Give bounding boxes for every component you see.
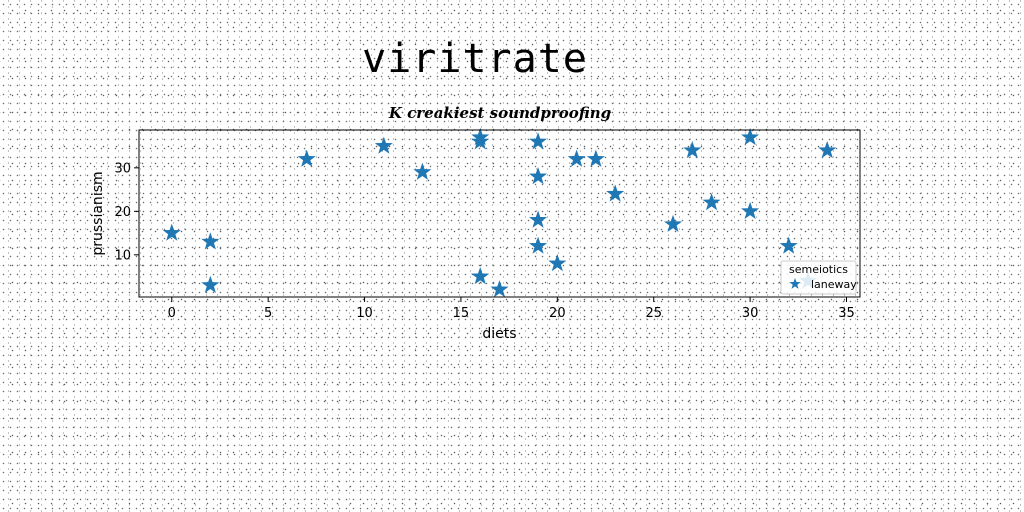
x-axis: 0 5 10 15 20 25 30 35: [168, 297, 855, 321]
x-tick-label: 15: [453, 306, 470, 321]
x-tick-label: 30: [742, 306, 759, 321]
data-point: [818, 140, 837, 159]
legend: semeiotics laneway: [780, 260, 857, 295]
data-point: [683, 140, 702, 159]
marker-layer: [162, 127, 837, 298]
y-tick-label: 10: [114, 248, 131, 263]
data-point: [529, 236, 548, 254]
legend-title: semeiotics: [789, 263, 848, 276]
x-tick-label: 10: [356, 306, 373, 321]
y-tick-label: 20: [114, 205, 131, 220]
data-point: [471, 132, 490, 150]
data-point: [490, 280, 509, 298]
data-point: [529, 167, 548, 185]
data-point: [586, 149, 605, 167]
data-point: [471, 267, 490, 285]
data-point: [663, 214, 683, 233]
y-axis-label: prussianism: [90, 171, 106, 255]
data-point: [779, 236, 798, 254]
data-point: [413, 162, 432, 180]
data-point: [548, 254, 567, 272]
data-point: [162, 223, 181, 241]
data-point: [606, 184, 625, 202]
x-tick-label: 5: [264, 306, 272, 321]
x-tick-label: 20: [549, 306, 566, 321]
data-point: [529, 132, 548, 150]
data-point: [702, 193, 721, 211]
x-tick-label: 0: [168, 306, 176, 321]
y-tick-label: 30: [114, 161, 131, 176]
x-tick-label: 25: [645, 306, 662, 321]
y-axis: 10 20 30: [114, 161, 139, 263]
data-point: [201, 232, 220, 250]
axes-frame: [138, 129, 861, 298]
x-axis-label: diets: [482, 326, 516, 342]
legend-star-icon: [789, 278, 801, 289]
data-point: [741, 201, 760, 220]
data-point: [529, 210, 548, 228]
legend-entry-label: laneway: [811, 278, 857, 291]
data-point: [374, 136, 393, 154]
legend-box: [780, 260, 857, 295]
chart-title: K creakiest soundproofing: [388, 104, 612, 122]
data-point: [201, 275, 220, 293]
data-point: [297, 149, 316, 167]
x-tick-label: 35: [838, 306, 855, 321]
legend-marker: [789, 278, 801, 289]
data-point: [741, 127, 760, 146]
page-title: viritrate: [362, 36, 588, 82]
data-point: [567, 149, 586, 167]
